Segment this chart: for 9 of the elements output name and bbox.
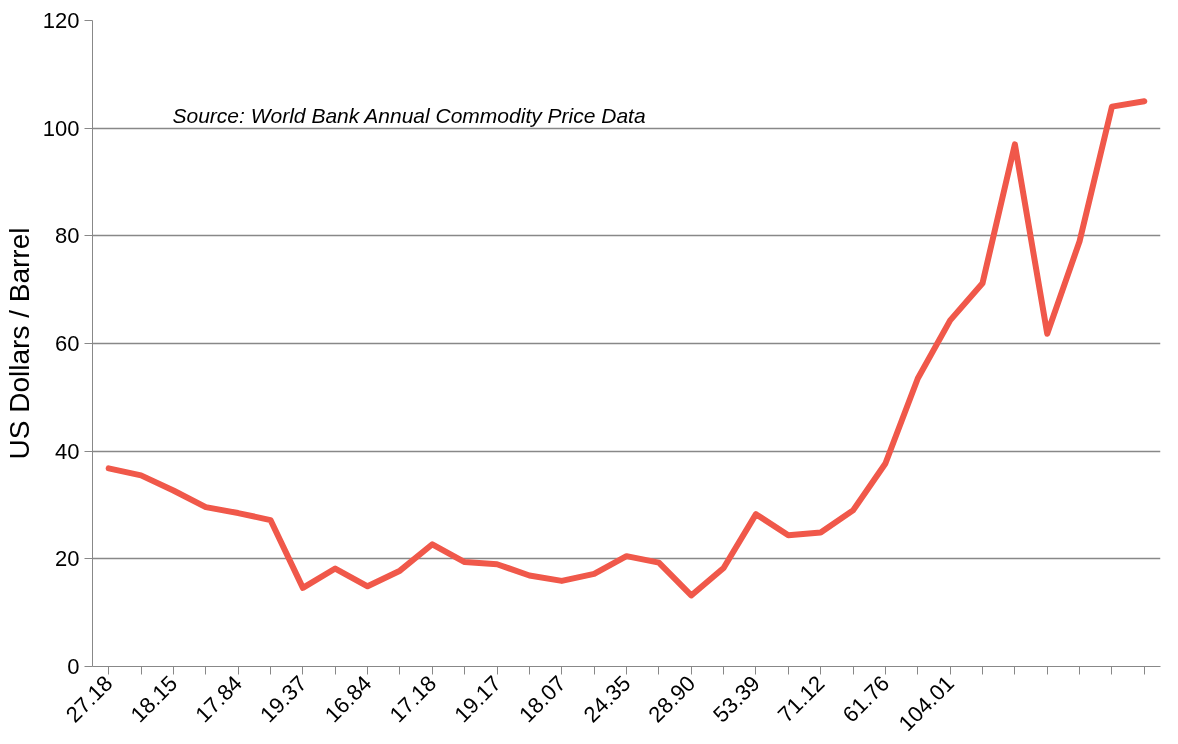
y-tick-label: 120	[42, 8, 80, 33]
y-tick-label: 0	[67, 654, 80, 679]
annotation: Source: World Bank Annual Commodity Price Data	[172, 103, 646, 127]
y-tick-label: 40	[55, 438, 80, 464]
y-tick-label: 80	[55, 223, 80, 249]
y-tick-label: 100	[42, 115, 80, 141]
y-tick-label: 60	[55, 331, 80, 356]
y-tick-label: 20	[55, 546, 80, 572]
y-axis-title: US Dollars / Barrel	[3, 227, 35, 460]
